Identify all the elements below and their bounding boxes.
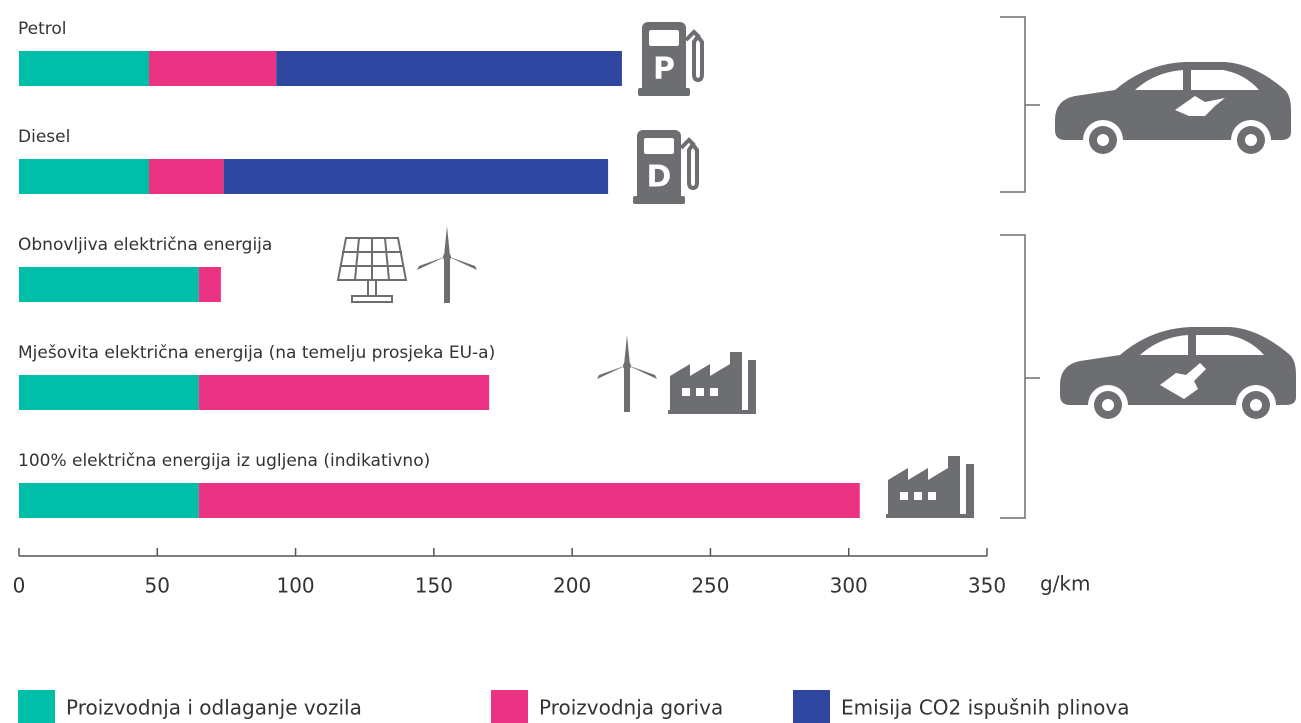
category-label: Mješovita električna energija (na temelj… bbox=[18, 343, 495, 363]
x-tick-label: 50 bbox=[145, 574, 170, 598]
legend-label: Proizvodnja goriva bbox=[539, 696, 723, 720]
bar-segment bbox=[198, 267, 221, 302]
car-icon bbox=[1055, 62, 1291, 160]
bar-segment bbox=[148, 51, 277, 86]
legend-label: Emisija CO2 ispušnih plinova bbox=[841, 696, 1129, 720]
bracket bbox=[1000, 16, 1040, 193]
electric-car-icon bbox=[1060, 327, 1296, 425]
bar-segment bbox=[19, 51, 149, 86]
factory-icon bbox=[886, 456, 974, 518]
bar-segment bbox=[223, 159, 609, 194]
bar-segment bbox=[19, 159, 149, 194]
wind-icon bbox=[417, 226, 477, 303]
category-label: Petrol bbox=[18, 19, 67, 39]
x-axis-label: g/km bbox=[1040, 572, 1091, 596]
petrol-pump-icon: P bbox=[636, 20, 704, 98]
bar-segment bbox=[148, 159, 224, 194]
bracket bbox=[1000, 234, 1040, 519]
icons: P D bbox=[337, 20, 1296, 518]
x-tick-label: 250 bbox=[691, 574, 729, 598]
bar-segment bbox=[198, 483, 860, 518]
x-tick-label: 350 bbox=[968, 574, 1006, 598]
x-tick-label: 0 bbox=[13, 574, 26, 598]
bar-segment bbox=[19, 483, 199, 518]
factory-icon bbox=[668, 352, 756, 414]
wind-icon bbox=[597, 335, 657, 412]
legend-swatch bbox=[491, 690, 528, 723]
legend-swatch bbox=[18, 690, 55, 723]
legend-label: Proizvodnja i odlaganje vozila bbox=[66, 696, 362, 720]
x-tick-label: 100 bbox=[276, 574, 314, 598]
bar-segment bbox=[198, 375, 490, 410]
x-tick-label: 150 bbox=[415, 574, 453, 598]
legend-swatch bbox=[793, 690, 830, 723]
category-label: Diesel bbox=[18, 127, 70, 147]
category-label: 100% električna energija iz ugljena (ind… bbox=[18, 451, 430, 471]
bar-segment bbox=[19, 267, 199, 302]
category-label: Obnovljiva električna energija bbox=[18, 235, 272, 255]
svg-text:D: D bbox=[647, 160, 672, 195]
x-tick-label: 200 bbox=[553, 574, 591, 598]
svg-text:P: P bbox=[653, 52, 675, 87]
bar-segment bbox=[19, 375, 199, 410]
x-tick-label: 300 bbox=[830, 574, 868, 598]
bar-segment bbox=[276, 51, 622, 86]
solar-icon bbox=[337, 237, 407, 303]
diesel-pump-icon: D bbox=[631, 128, 699, 206]
